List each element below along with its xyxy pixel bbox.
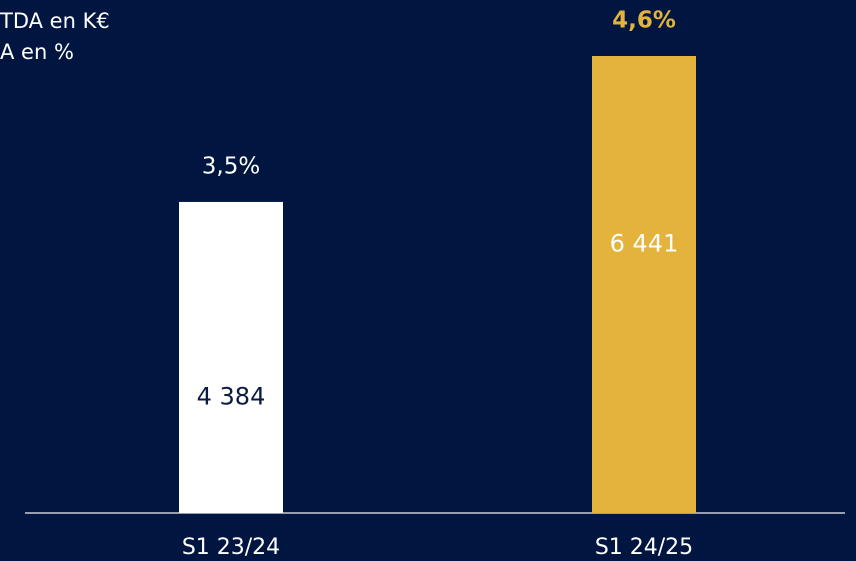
legend-entry: TDA en K€ bbox=[0, 9, 110, 33]
margin-label: 3,5% bbox=[202, 153, 260, 179]
bar bbox=[592, 56, 696, 513]
value-label: 6 441 bbox=[610, 230, 679, 258]
value-label: 4 384 bbox=[197, 382, 266, 410]
bar bbox=[179, 201, 283, 513]
x-tick-label: S1 24/25 bbox=[595, 535, 693, 560]
x-tick-label: S1 23/24 bbox=[182, 535, 280, 560]
legend-entry: A en % bbox=[0, 40, 74, 64]
margin-label: 4,6% bbox=[612, 8, 676, 34]
